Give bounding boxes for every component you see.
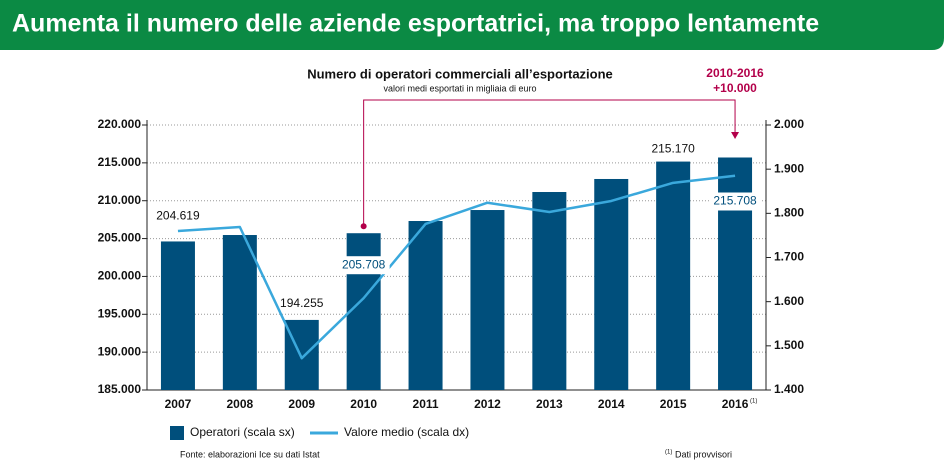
category-note: (1) xyxy=(750,399,757,405)
y-tick-label: 220.000 xyxy=(98,117,142,131)
y-tick-label: 215.000 xyxy=(98,155,142,169)
data-label: 194.255 xyxy=(280,296,324,310)
annotation-dot xyxy=(360,223,367,230)
y-tick-label: 185.000 xyxy=(98,382,142,396)
label-box xyxy=(337,256,390,275)
x-tick-label: 2015 xyxy=(660,397,687,411)
annotation-title: 2010-2016 xyxy=(706,66,764,80)
bar xyxy=(470,210,505,390)
label-box xyxy=(709,192,762,211)
x-tick-label: 2010 xyxy=(350,397,377,411)
data-label: 215.170 xyxy=(651,142,695,156)
y2-tick-label: 1.700 xyxy=(774,250,804,264)
y-tick-label: 200.000 xyxy=(98,269,142,283)
header-title: Aumenta il numero delle aziende esportat… xyxy=(12,10,819,38)
y2-tick-label: 2.000 xyxy=(774,117,804,131)
bar xyxy=(656,161,691,390)
bar xyxy=(594,178,629,390)
x-tick-label: 2012 xyxy=(474,397,501,411)
x-tick-label: 2016 xyxy=(722,397,749,411)
header-bar xyxy=(0,0,944,50)
x-tick-label: 2008 xyxy=(226,397,253,411)
bar xyxy=(222,235,257,390)
bar xyxy=(408,221,443,390)
y2-tick-label: 1.400 xyxy=(774,382,804,396)
line xyxy=(177,174,736,360)
bar xyxy=(532,192,567,390)
y2-tick-label: 1.500 xyxy=(774,338,804,352)
legend-label: Operatori (scala sx) xyxy=(190,425,295,439)
footnote: Dati provvisori xyxy=(675,449,732,459)
legend-label: Valore medio (scala dx) xyxy=(344,425,469,439)
data-label: 215.708 xyxy=(713,194,757,208)
chart-title: Numero di operatori commerciali all’espo… xyxy=(307,66,613,81)
data-label: 205.708 xyxy=(342,257,386,271)
bar xyxy=(718,157,753,390)
data-label: 204.619 xyxy=(156,209,200,223)
bar xyxy=(160,241,195,390)
y2-tick-label: 1.800 xyxy=(774,206,804,220)
x-tick-label: 2013 xyxy=(536,397,563,411)
x-tick-label: 2007 xyxy=(165,397,192,411)
y-tick-label: 190.000 xyxy=(98,344,142,358)
y-tick-label: 210.000 xyxy=(98,193,142,207)
annotation-arrow xyxy=(363,99,736,227)
source: Fonte: elaborazioni Ice su dati Istat xyxy=(180,449,320,459)
x-tick-label: 2009 xyxy=(288,397,315,411)
annotation-text: +10.000 xyxy=(713,81,757,95)
x-tick-label: 2011 xyxy=(413,397,439,411)
x-tick-label: 2014 xyxy=(598,397,625,411)
annotation-arrowhead xyxy=(731,132,740,139)
y2-tick-label: 1.900 xyxy=(774,161,804,175)
chart-subtitle: valori medi esportati in migliaia di eur… xyxy=(383,83,536,93)
y2-tick-label: 1.600 xyxy=(774,294,804,308)
footnote-marker: (1) xyxy=(665,450,672,456)
y-tick-label: 205.000 xyxy=(98,231,142,245)
y-tick-label: 195.000 xyxy=(98,306,142,320)
legend-swatch xyxy=(170,426,184,440)
